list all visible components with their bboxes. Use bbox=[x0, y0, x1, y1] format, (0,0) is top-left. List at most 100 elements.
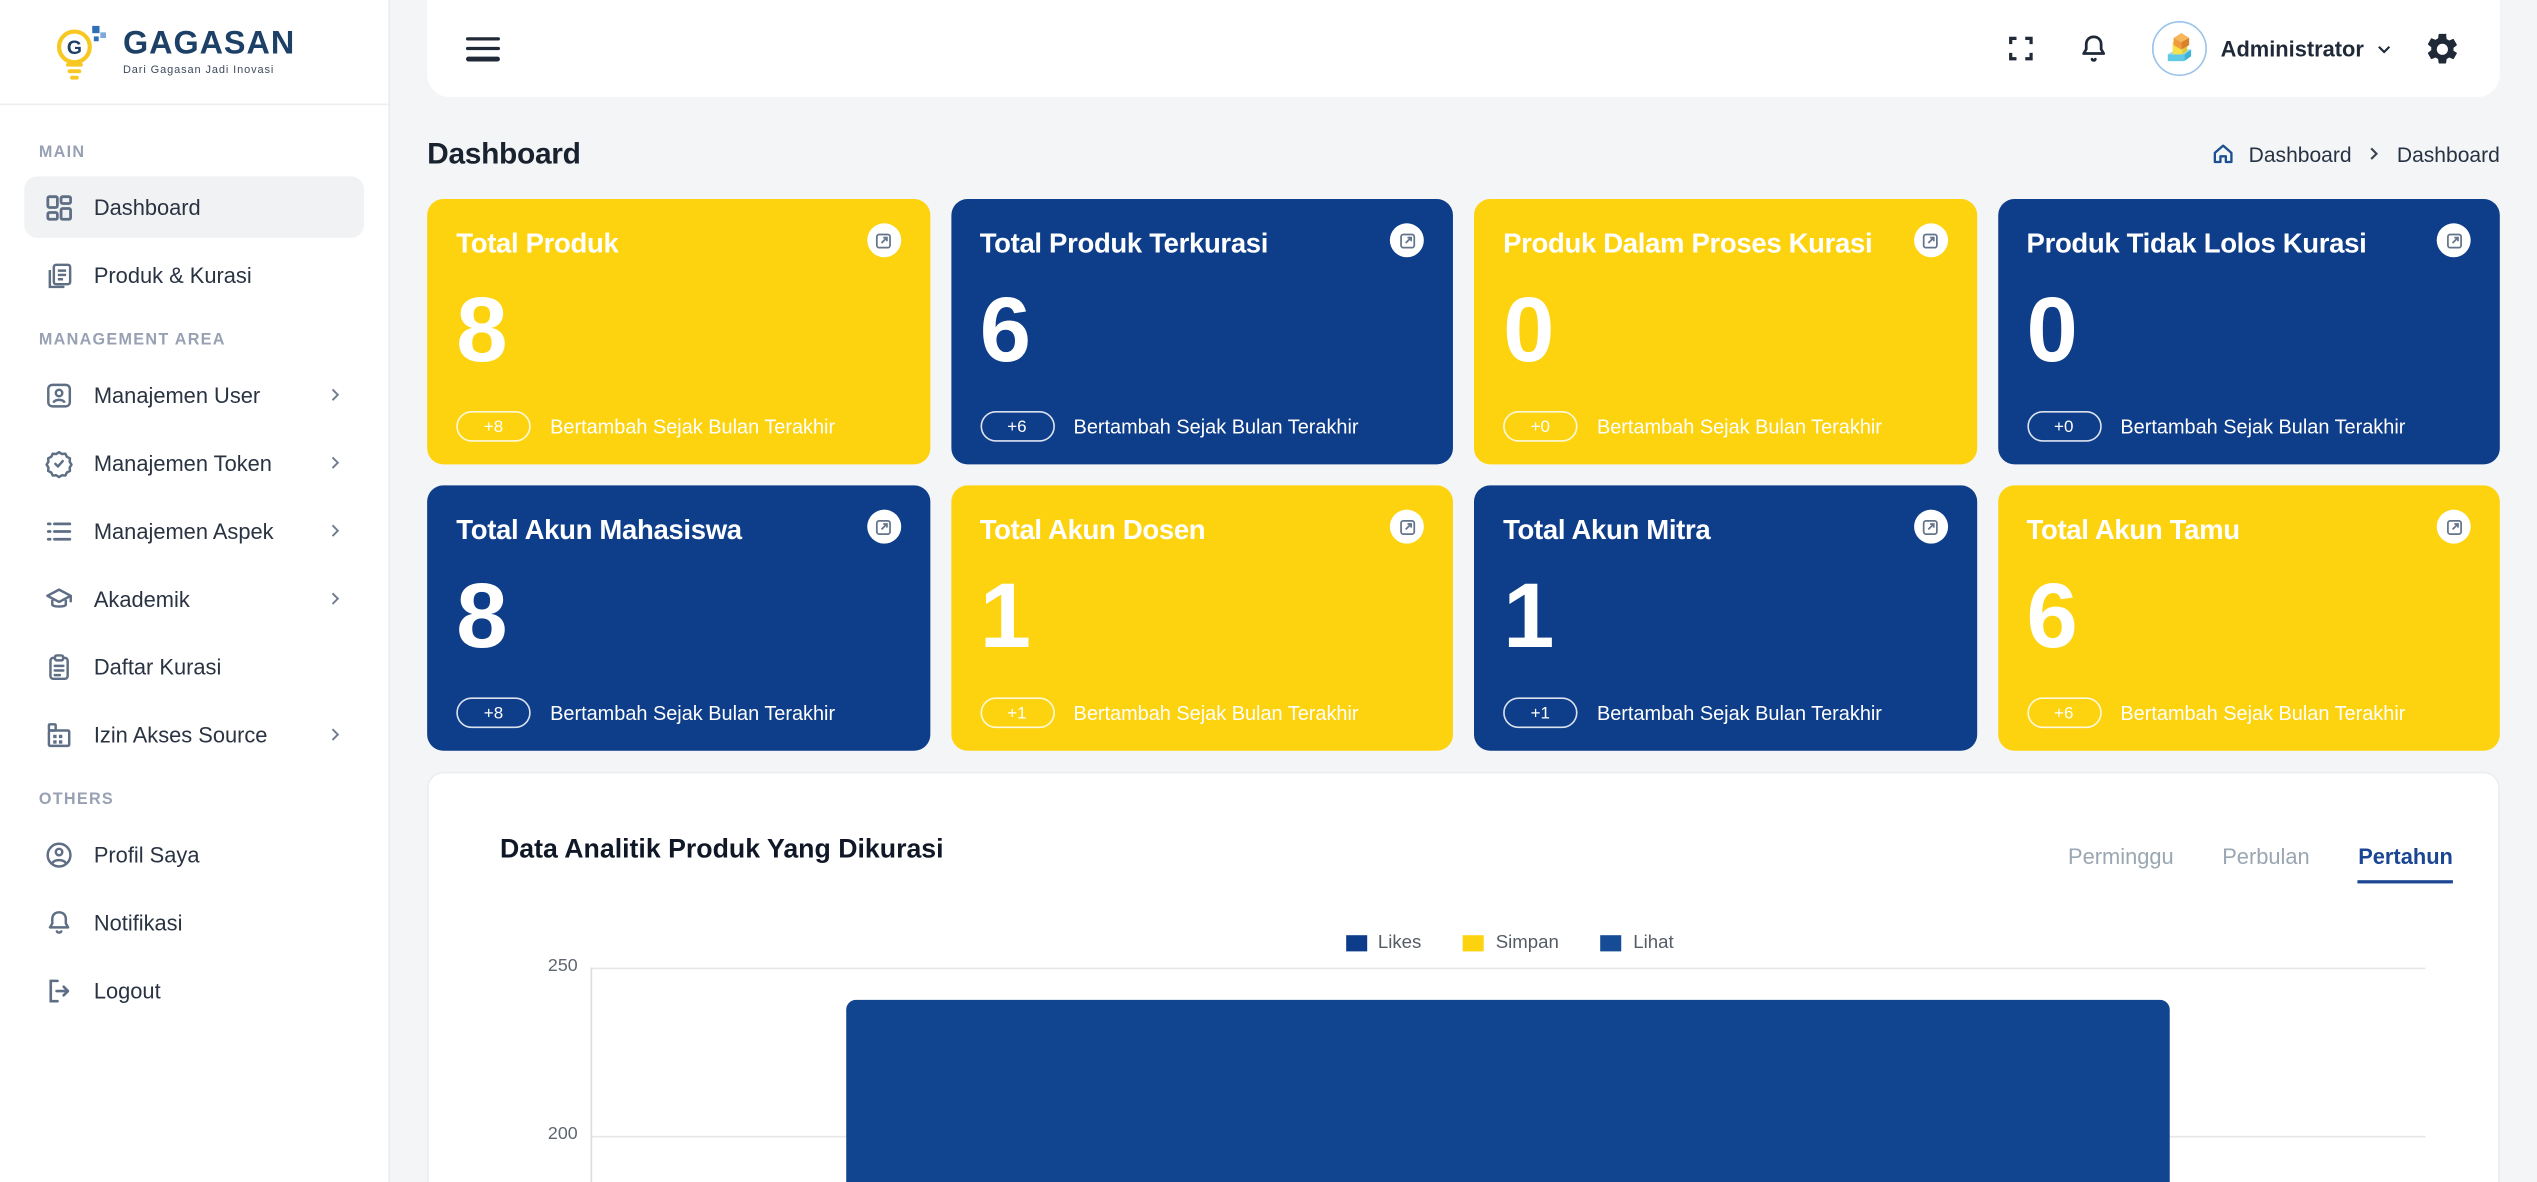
stat-card-badge: +0 bbox=[2026, 410, 2101, 442]
chevron-right-icon bbox=[325, 589, 344, 608]
open-detail-button[interactable] bbox=[1389, 223, 1424, 258]
breadcrumb-root[interactable]: Dashboard bbox=[2248, 141, 2352, 166]
user-name: Administrator bbox=[2220, 36, 2364, 61]
bar-likes bbox=[846, 999, 2170, 1182]
stat-card-value: 8 bbox=[456, 278, 508, 382]
stat-card-total-akun-tamu: Total Akun Tamu 6 +6 Bertambah Sejak Bul… bbox=[1997, 485, 2500, 751]
sidebar-item-izin-akses-source[interactable]: Izin Akses Source bbox=[24, 704, 364, 765]
legend-swatch-lihat bbox=[1600, 935, 1622, 952]
stat-card-value: 1 bbox=[1503, 564, 1555, 669]
stat-card-value: 8 bbox=[456, 564, 508, 669]
legend-swatch-simpan bbox=[1463, 935, 1485, 952]
stat-card-title: Total Produk Terkurasi bbox=[979, 228, 1269, 259]
logout-icon bbox=[44, 975, 75, 1006]
sidebar-item-manajemen-aspek[interactable]: Manajemen Aspek bbox=[24, 500, 364, 561]
sidebar-item-akademik[interactable]: Akademik bbox=[24, 568, 364, 629]
stat-card-title: Total Produk bbox=[456, 228, 619, 259]
menu-toggle-button[interactable] bbox=[465, 36, 500, 61]
stat-card-subtitle: Bertambah Sejak Bulan Terakhir bbox=[2120, 415, 2406, 438]
breadcrumb-current: Dashboard bbox=[2396, 141, 2500, 166]
external-link-icon bbox=[1399, 232, 1415, 248]
legend-item-lihat[interactable]: Lihat bbox=[1600, 933, 1674, 954]
external-link-icon bbox=[1399, 519, 1415, 535]
tab-perbulan[interactable]: Perbulan bbox=[2222, 844, 2310, 869]
sidebar-item-manajemen-token[interactable]: Manajemen Token bbox=[24, 432, 364, 493]
external-link-icon bbox=[2446, 232, 2462, 248]
sidebar-nav: MAIN Dashboard bbox=[0, 105, 388, 1021]
stat-card-value: 1 bbox=[979, 564, 1031, 669]
brand-tagline: Dari Gagasan Jadi Inovasi bbox=[122, 64, 275, 77]
stat-card-title: Produk Tidak Lolos Kurasi bbox=[2026, 228, 2367, 259]
stat-card-subtitle: Bertambah Sejak Bulan Terakhir bbox=[1596, 701, 1882, 725]
legend-item-likes[interactable]: Likes bbox=[1345, 933, 1422, 954]
sidebar-item-label: Manajemen Token bbox=[93, 450, 272, 475]
tab-pertahun[interactable]: Pertahun bbox=[2358, 845, 2453, 884]
stat-card-total-akun-mitra: Total Akun Mitra 1 +1 Bertambah Sejak Bu… bbox=[1473, 485, 1977, 751]
legend-label: Lihat bbox=[1633, 933, 1674, 954]
sidebar-item-label: Profil Saya bbox=[93, 842, 200, 867]
stat-card-badge: +6 bbox=[979, 410, 1055, 442]
section-label-management: MANAGEMENT AREA bbox=[38, 331, 226, 350]
sidebar-item-daftar-kurasi[interactable]: Daftar Kurasi bbox=[24, 636, 364, 697]
sidebar-item-label: Logout bbox=[93, 978, 161, 1003]
y-axis-tick-200: 200 bbox=[547, 1124, 578, 1144]
chart-title: Data Analitik Produk Yang Dikurasi bbox=[499, 834, 944, 865]
brand-logo[interactable]: G GAGASAN Dari Gagasan Jadi Inovasi bbox=[0, 0, 389, 106]
main-content: Dashboard Dashboard Dashboard Total Prod… bbox=[427, 97, 2500, 1182]
legend-swatch-likes bbox=[1345, 935, 1367, 952]
stat-card-badge: +8 bbox=[456, 697, 531, 729]
sidebar-item-label: Dashboard bbox=[93, 194, 201, 220]
home-icon bbox=[2213, 144, 2233, 164]
sidebar-item-logout[interactable]: Logout bbox=[24, 959, 364, 1020]
notifications-bell-button[interactable] bbox=[2078, 32, 2110, 64]
open-detail-button[interactable] bbox=[1913, 223, 1948, 258]
y-axis-tick-250: 250 bbox=[547, 956, 578, 976]
user-menu[interactable]: Administrator bbox=[2220, 36, 2395, 61]
documents-icon bbox=[44, 260, 75, 291]
sidebar-item-dashboard[interactable]: Dashboard bbox=[24, 176, 365, 238]
stat-card-subtitle: Bertambah Sejak Bulan Terakhir bbox=[550, 415, 836, 438]
stat-card-badge: +1 bbox=[1503, 697, 1578, 729]
stat-card-produk-dalam-proses: Produk Dalam Proses Kurasi 0 +0 Bertamba… bbox=[1473, 199, 1977, 465]
lightbulb-logo-icon: G bbox=[56, 25, 106, 80]
stat-card-badge: +0 bbox=[1503, 410, 1578, 442]
sidebar-item-manajemen-user[interactable]: Manajemen User bbox=[24, 364, 364, 425]
settings-gear-button[interactable] bbox=[2424, 30, 2461, 67]
user-card-icon bbox=[44, 379, 75, 410]
open-detail-button[interactable] bbox=[2436, 509, 2471, 544]
sidebar-item-notifikasi[interactable]: Notifikasi bbox=[24, 892, 364, 953]
tab-perminggu[interactable]: Perminggu bbox=[2068, 844, 2174, 869]
stat-card-total-produk: Total Produk 8 +8 Bertambah Sejak Bulan … bbox=[427, 199, 930, 465]
legend-item-simpan[interactable]: Simpan bbox=[1463, 934, 1559, 953]
legend-label: Likes bbox=[1377, 933, 1422, 954]
fullscreen-button[interactable] bbox=[2007, 34, 2036, 63]
open-detail-button[interactable] bbox=[1389, 509, 1424, 544]
svg-text:G: G bbox=[67, 37, 82, 59]
stat-card-title: Total Akun Mahasiswa bbox=[456, 514, 742, 546]
open-detail-button[interactable] bbox=[1913, 509, 1948, 544]
chevron-right-icon bbox=[325, 725, 344, 744]
sidebar-item-label: Manajemen User bbox=[93, 382, 261, 407]
brand-name: GAGASAN bbox=[122, 25, 296, 62]
open-detail-button[interactable] bbox=[866, 223, 901, 258]
sidebar-item-label: Produk & Kurasi bbox=[93, 262, 252, 288]
dashboard-grid-icon bbox=[44, 192, 75, 223]
stat-card-grid: Total Produk 8 +8 Bertambah Sejak Bulan … bbox=[427, 199, 2500, 751]
stat-card-value: 6 bbox=[979, 278, 1031, 382]
stat-card-value: 0 bbox=[1503, 278, 1555, 382]
chevron-right-icon bbox=[325, 385, 344, 404]
user-circle-icon bbox=[44, 839, 75, 870]
sidebar-item-profil-saya[interactable]: Profil Saya bbox=[24, 824, 364, 885]
external-link-icon bbox=[1922, 519, 1938, 535]
stat-card-value: 6 bbox=[2026, 564, 2078, 669]
open-detail-button[interactable] bbox=[2436, 223, 2471, 258]
open-detail-button[interactable] bbox=[866, 509, 901, 544]
stat-card-subtitle: Bertambah Sejak Bulan Terakhir bbox=[550, 701, 836, 725]
external-link-icon bbox=[875, 519, 891, 535]
stat-card-badge: +1 bbox=[979, 697, 1055, 729]
avatar-3d-figure bbox=[2168, 33, 2192, 62]
sidebar-item-produk-kurasi[interactable]: Produk & Kurasi bbox=[24, 244, 364, 305]
user-avatar[interactable] bbox=[2152, 21, 2208, 77]
stat-card-title: Produk Dalam Proses Kurasi bbox=[1503, 228, 1873, 259]
